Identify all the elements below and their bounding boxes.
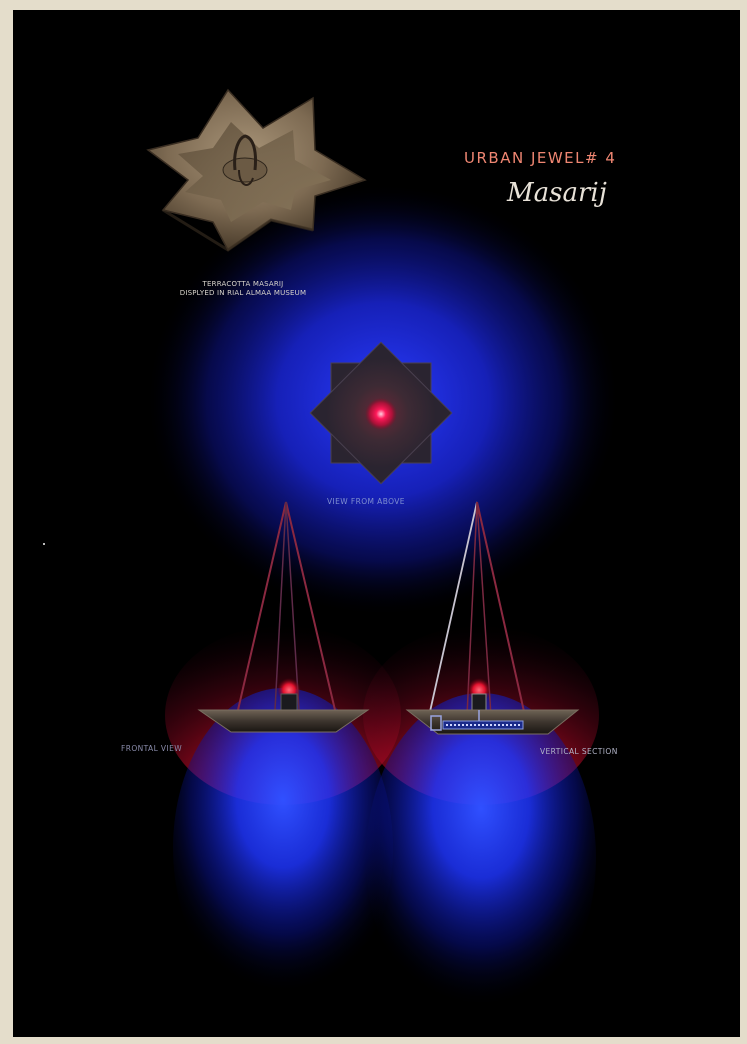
- frontal-view-label: FRONTAL VIEW: [121, 744, 183, 753]
- vertical-section-lamp: [405, 501, 580, 735]
- caption-line-1: TERRACOTTA MASARIJ: [202, 280, 284, 288]
- poster-title: URBAN JEWEL# 4: [464, 149, 617, 167]
- poster: URBAN JEWEL# 4 Masarij TERRACOTTA MASARI…: [13, 10, 740, 1037]
- photo-caption: TERRACOTTA MASARIJ DISPLYED IN RIAL ALMA…: [133, 280, 353, 298]
- poster-artwork: [43, 88, 618, 1023]
- blue-glow-section: [366, 693, 596, 1023]
- terracotta-masarij-photo: [146, 88, 367, 252]
- speck-dot: [43, 543, 45, 545]
- frontal-view-lamp: [197, 501, 370, 733]
- poster-subtitle: Masarij: [507, 178, 607, 208]
- light-core: [365, 398, 397, 430]
- vertical-section-label: VERTICAL SECTION: [540, 747, 618, 756]
- view-from-above-label: VIEW FROM ABOVE: [327, 497, 405, 506]
- blue-glow-frontal: [173, 688, 393, 1008]
- star-view-from-above: [309, 341, 453, 485]
- caption-line-2: DISPLYED IN RIAL ALMAA MUSEUM: [179, 289, 307, 297]
